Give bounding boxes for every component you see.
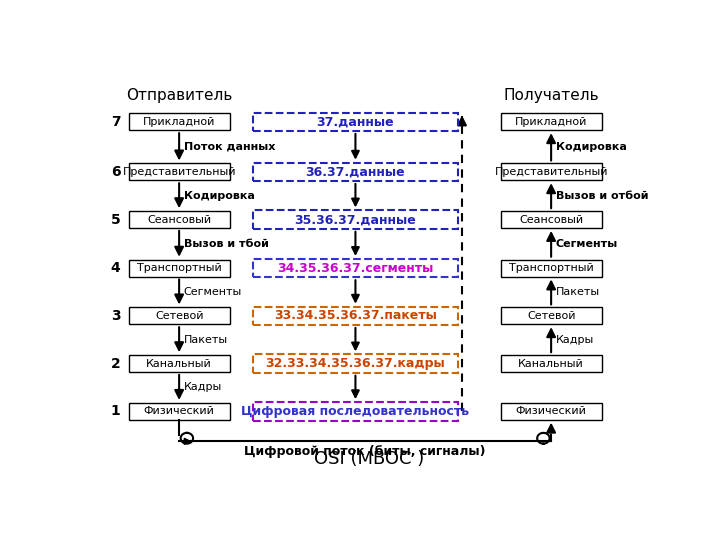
FancyBboxPatch shape xyxy=(500,113,601,130)
FancyBboxPatch shape xyxy=(253,259,458,278)
Text: 3: 3 xyxy=(111,309,120,323)
FancyBboxPatch shape xyxy=(253,402,458,421)
FancyBboxPatch shape xyxy=(500,260,601,276)
Text: Получатель: Получатель xyxy=(503,88,599,103)
Text: Сетевой: Сетевой xyxy=(527,311,575,321)
Text: 1: 1 xyxy=(111,404,120,418)
Text: Транспортный: Транспортный xyxy=(137,263,222,273)
Text: 2: 2 xyxy=(111,356,120,370)
Text: Сегменты: Сегменты xyxy=(184,287,242,297)
Text: Поток данных: Поток данных xyxy=(184,142,275,152)
Text: Представительный: Представительный xyxy=(122,167,236,177)
FancyBboxPatch shape xyxy=(129,355,230,372)
Text: Кадры: Кадры xyxy=(556,335,594,345)
FancyBboxPatch shape xyxy=(129,307,230,325)
Text: 36.37.данные: 36.37.данные xyxy=(305,165,405,178)
Text: Отправитель: Отправитель xyxy=(126,88,233,103)
Text: OSI (MBOC ): OSI (MBOC ) xyxy=(314,450,424,468)
Text: 37.данные: 37.данные xyxy=(317,115,395,129)
Text: Транспортный: Транспортный xyxy=(509,263,593,273)
FancyBboxPatch shape xyxy=(500,307,601,325)
Text: Вызов и отбой: Вызов и отбой xyxy=(556,191,648,201)
Text: Пакеты: Пакеты xyxy=(184,335,228,345)
FancyBboxPatch shape xyxy=(129,113,230,130)
Text: 6: 6 xyxy=(111,165,120,179)
Text: Кодировка: Кодировка xyxy=(184,191,255,201)
Text: Сеансовый: Сеансовый xyxy=(519,214,583,225)
Text: 32.33.34.35.36.37.кадры: 32.33.34.35.36.37.кадры xyxy=(266,357,445,370)
FancyBboxPatch shape xyxy=(500,211,601,228)
Text: Пакеты: Пакеты xyxy=(556,287,600,297)
FancyBboxPatch shape xyxy=(500,164,601,180)
Text: 35.36.37.данные: 35.36.37.данные xyxy=(294,213,416,226)
Text: Канальный: Канальный xyxy=(518,359,584,369)
Text: Кодировка: Кодировка xyxy=(556,142,626,152)
Text: 34.35.36.37.сегменты: 34.35.36.37.сегменты xyxy=(277,261,433,274)
Text: Вызов и тбой: Вызов и тбой xyxy=(184,239,269,249)
Text: Цифровой поток (биты, сигналы): Цифровой поток (биты, сигналы) xyxy=(244,445,486,458)
Text: 5: 5 xyxy=(111,213,120,227)
FancyBboxPatch shape xyxy=(129,403,230,420)
Text: Прикладной: Прикладной xyxy=(515,117,588,127)
Text: Сеансовый: Сеансовый xyxy=(147,214,211,225)
FancyBboxPatch shape xyxy=(253,211,458,229)
Text: 4: 4 xyxy=(111,261,120,275)
FancyBboxPatch shape xyxy=(500,403,601,420)
FancyBboxPatch shape xyxy=(129,164,230,180)
Text: Канальный: Канальный xyxy=(146,359,212,369)
Text: Кадры: Кадры xyxy=(184,382,222,393)
Text: Цифровая последовательность: Цифровая последовательность xyxy=(241,405,469,418)
Text: Прикладной: Прикладной xyxy=(143,117,215,127)
FancyBboxPatch shape xyxy=(129,211,230,228)
FancyBboxPatch shape xyxy=(500,355,601,372)
Text: Физический: Физический xyxy=(144,406,215,416)
Text: 33.34.35.36.37.пакеты: 33.34.35.36.37.пакеты xyxy=(274,309,437,322)
Text: Сегменты: Сегменты xyxy=(556,239,618,249)
FancyBboxPatch shape xyxy=(129,260,230,276)
Text: Представительный: Представительный xyxy=(495,167,608,177)
FancyBboxPatch shape xyxy=(253,112,458,131)
FancyBboxPatch shape xyxy=(253,354,458,373)
FancyBboxPatch shape xyxy=(253,163,458,181)
Text: Физический: Физический xyxy=(516,406,587,416)
Text: 7: 7 xyxy=(111,115,120,129)
FancyBboxPatch shape xyxy=(253,307,458,325)
Text: Сетевой: Сетевой xyxy=(155,311,203,321)
